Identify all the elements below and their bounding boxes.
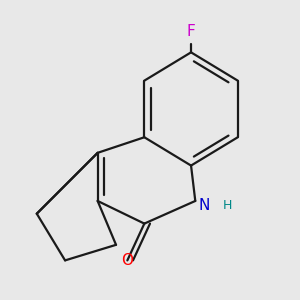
Text: F: F bbox=[187, 24, 195, 39]
Text: O: O bbox=[122, 253, 134, 268]
Text: H: H bbox=[223, 199, 232, 212]
Text: N: N bbox=[198, 198, 209, 213]
